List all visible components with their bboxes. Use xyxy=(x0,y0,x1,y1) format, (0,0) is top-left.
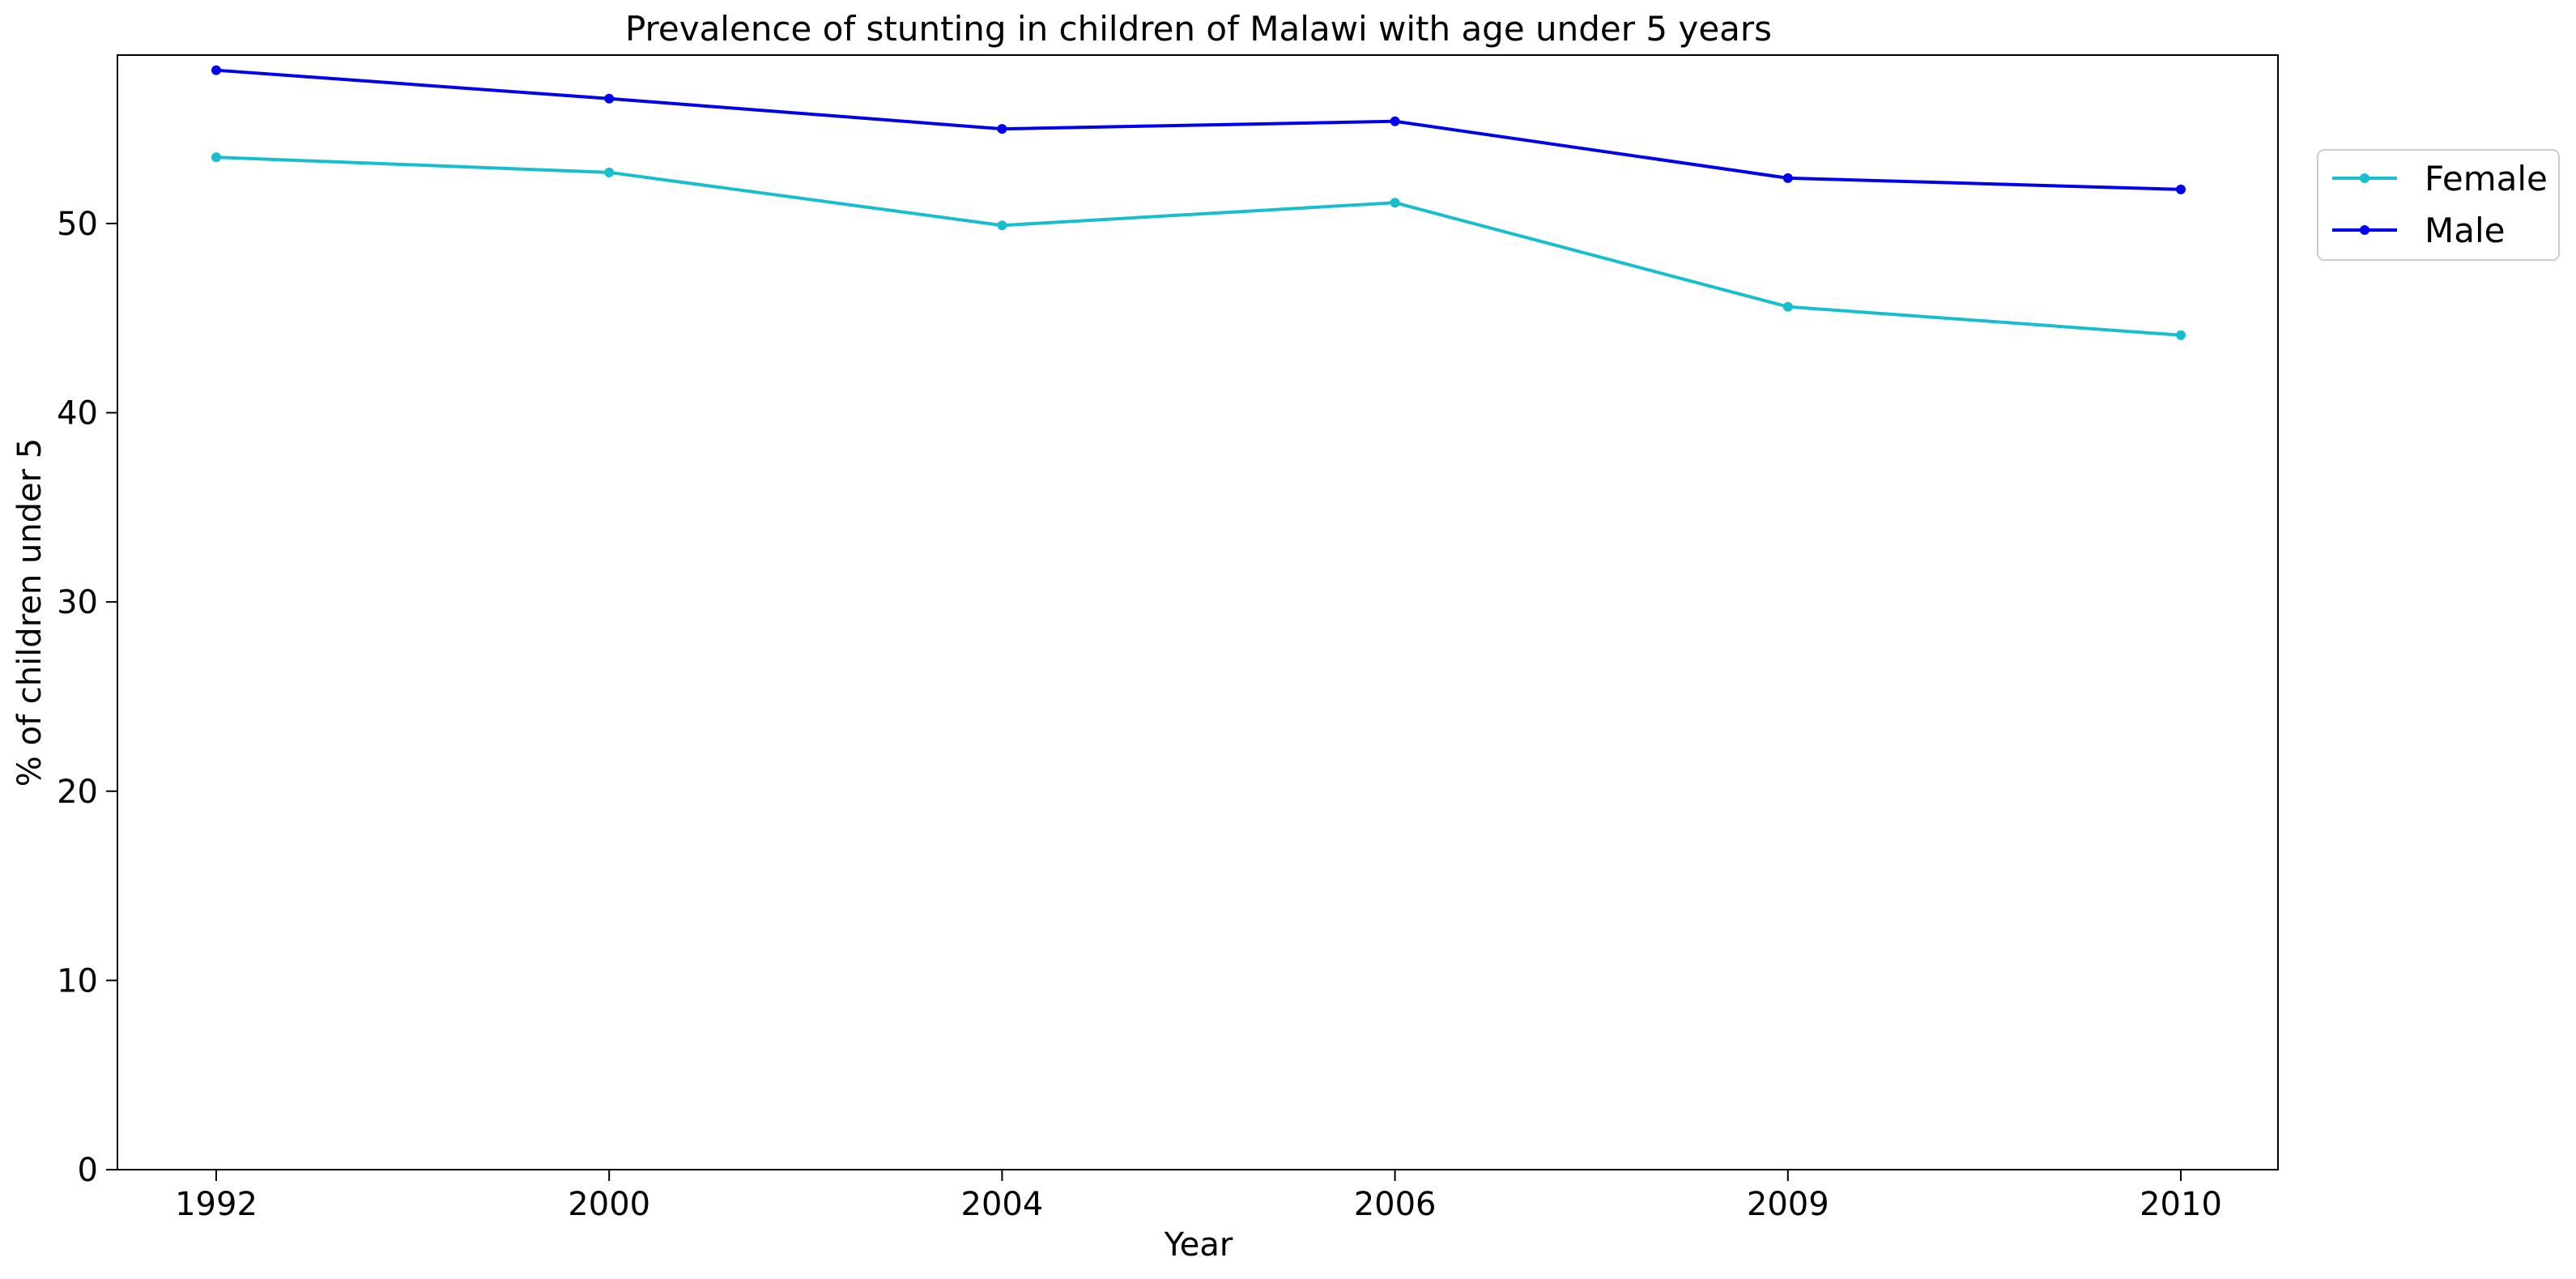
data-point-male xyxy=(2176,184,2186,194)
x-axis-label: Year xyxy=(1164,1226,1233,1264)
y-tick-label: 20 xyxy=(57,774,98,811)
data-point-male xyxy=(604,93,615,104)
x-tick-label: 2009 xyxy=(1747,1186,1829,1223)
legend-marker-male xyxy=(2360,225,2369,235)
x-tick-label: 2006 xyxy=(1354,1186,1437,1223)
data-point-female xyxy=(997,220,1007,231)
x-tick-label: 1992 xyxy=(175,1186,258,1223)
data-point-female xyxy=(2176,330,2186,340)
legend-label-male: Male xyxy=(2425,211,2505,250)
series-line-male xyxy=(215,68,2182,191)
x-tick-label: 2000 xyxy=(568,1186,650,1223)
data-point-female xyxy=(604,167,615,177)
y-axis-ticks: 0 10 20 30 40 50 xyxy=(57,206,117,1189)
series-layer xyxy=(211,65,2186,340)
data-point-female xyxy=(1782,301,1793,312)
legend: Female Male xyxy=(2317,149,2560,261)
series-female xyxy=(211,152,2186,340)
y-tick-label: 50 xyxy=(57,206,98,243)
x-axis-ticks: 1992 2000 2004 2006 2009 2010 xyxy=(175,1170,2222,1223)
data-point-male xyxy=(1782,173,1793,183)
legend-marker-female xyxy=(2360,173,2369,183)
y-tick-label: 10 xyxy=(57,962,98,1000)
data-point-female xyxy=(1390,198,1400,208)
x-tick-label: 2010 xyxy=(2140,1186,2222,1223)
series-male xyxy=(211,65,2186,194)
data-point-male xyxy=(997,124,1007,134)
y-tick-label: 30 xyxy=(57,584,98,621)
data-point-female xyxy=(211,152,221,163)
chart-title: Prevalence of stunting in children of Ma… xyxy=(625,9,1772,49)
legend-label-female: Female xyxy=(2425,159,2548,198)
data-point-male xyxy=(1390,116,1400,126)
y-tick-label: 40 xyxy=(57,395,98,433)
data-point-male xyxy=(211,65,221,75)
x-tick-label: 2004 xyxy=(961,1186,1044,1223)
y-tick-label: 0 xyxy=(78,1152,98,1189)
y-axis-label: % of children under 5 xyxy=(11,438,49,787)
plot-frame xyxy=(117,54,2279,1170)
series-line-female xyxy=(215,156,2182,337)
